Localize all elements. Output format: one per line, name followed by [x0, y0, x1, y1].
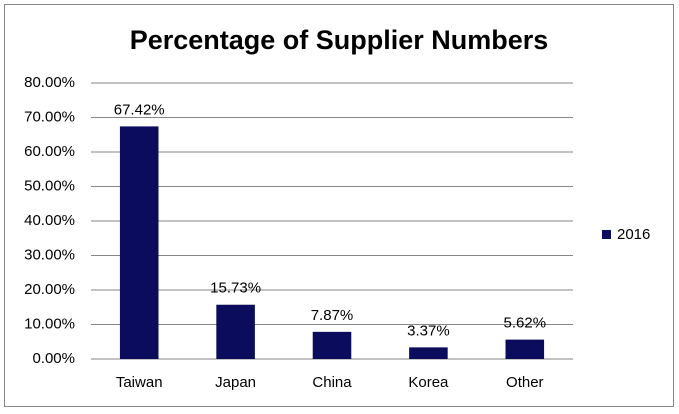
y-tick-label: 60.00% [24, 143, 75, 160]
chart-title: Percentage of Supplier Numbers [130, 25, 549, 55]
y-tick-label: 20.00% [24, 281, 75, 298]
x-tick-label: Other [506, 374, 544, 391]
y-tick-label: 30.00% [24, 246, 75, 263]
x-tick-label: Taiwan [116, 374, 163, 391]
data-label: 7.87% [311, 307, 354, 324]
bar [312, 331, 352, 359]
y-tick-label: 10.00% [24, 315, 75, 332]
y-tick-label: 40.00% [24, 212, 75, 229]
bar [409, 347, 448, 359]
y-tick-label: 0.00% [32, 350, 75, 367]
x-tick-label: China [312, 374, 352, 391]
data-label: 15.73% [210, 280, 261, 297]
y-tick-label: 70.00% [24, 108, 75, 125]
y-tick-label: 80.00% [24, 74, 75, 91]
data-label: 3.37% [407, 322, 450, 339]
y-tick-label: 50.00% [24, 177, 75, 194]
data-label: 5.62% [504, 315, 547, 332]
bar [119, 126, 159, 359]
legend-swatch [602, 230, 611, 239]
x-tick-label: Korea [408, 374, 449, 391]
data-label: 67.42% [114, 101, 165, 118]
bar [505, 339, 545, 359]
legend-label: 2016 [617, 226, 650, 243]
bar [216, 304, 255, 359]
x-tick-label: Japan [215, 374, 256, 391]
